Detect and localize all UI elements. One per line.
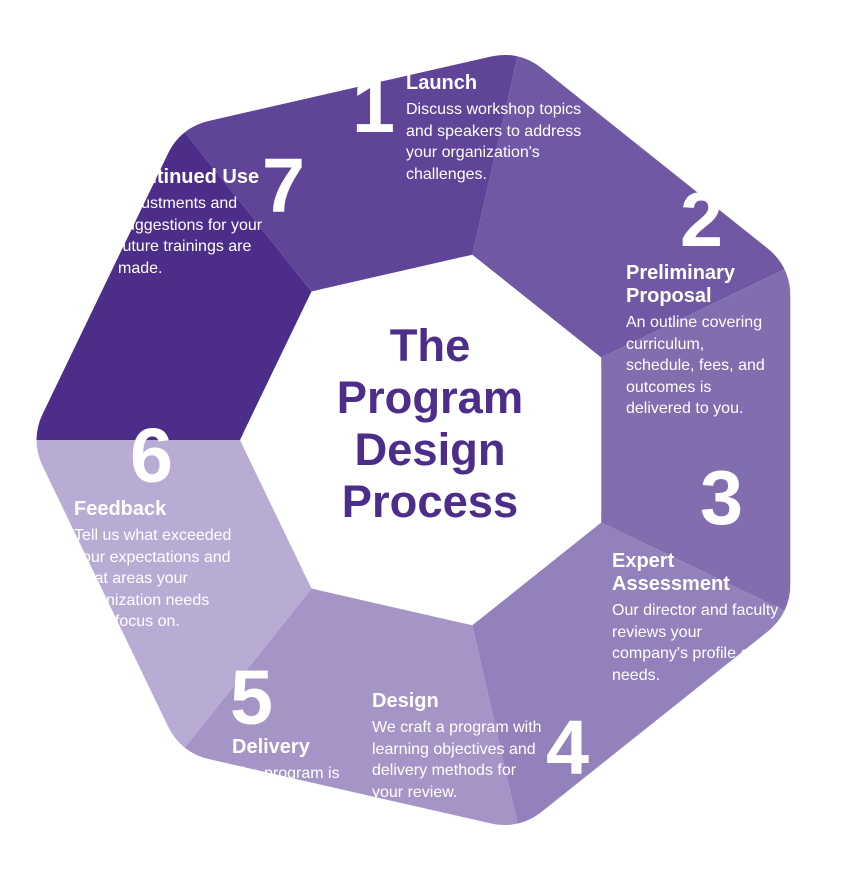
center-title: TheProgramDesignProcess: [270, 320, 590, 529]
infographic-heptagon: TheProgramDesignProcess 1LaunchDiscuss w…: [0, 0, 860, 879]
segment-4-number: 4: [546, 710, 606, 787]
segment-7-desc: Adjustments and suggestions for your fut…: [118, 193, 268, 279]
segment-3-title: Expert Assessment: [612, 550, 780, 596]
center-title-line: The: [270, 320, 590, 372]
segment-2-number: 2: [680, 182, 740, 259]
segment-1-number: 1: [335, 68, 395, 145]
segment-3-text: Expert AssessmentOur director and facult…: [612, 550, 780, 686]
segment-1-desc: Discuss workshop topics and speakers to …: [406, 99, 586, 185]
segment-7-title: Continued Use: [118, 166, 268, 189]
center-title-line: Program: [270, 372, 590, 424]
segment-2-text: Preliminary ProposalAn outline covering …: [626, 262, 776, 420]
segment-1-title: Launch: [406, 72, 586, 95]
segment-6-desc: Tell us what exceeded your expectations …: [74, 525, 244, 633]
segment-6-number: 6: [130, 418, 190, 495]
segment-7-number: 7: [262, 148, 322, 225]
segment-3-desc: Our director and faculty reviews your co…: [612, 600, 780, 686]
segment-2-desc: An outline covering curriculum, schedule…: [626, 312, 776, 420]
segment-2-title: Preliminary Proposal: [626, 262, 776, 308]
segment-4-desc: We craft a program with learning objecti…: [372, 717, 548, 803]
segment-4-title: Design: [372, 690, 548, 713]
segment-5-desc: The program is delivered to your organiz…: [232, 763, 392, 828]
segment-7-text: Continued Use Adjustments and suggestions…: [118, 166, 268, 279]
segment-4-text: Design We craft a program with learning o…: [372, 690, 548, 803]
segment-5-title: Delivery: [232, 736, 392, 759]
center-title-line: Process: [270, 476, 590, 528]
segment-6-text: Feedback Tell us what exceeded your expec…: [74, 498, 244, 633]
center-title-line: Design: [270, 424, 590, 476]
segment-5-text: Delivery The program is delivered to your…: [232, 736, 392, 828]
segment-5-number: 5: [230, 660, 290, 737]
segment-3-number: 3: [700, 460, 760, 537]
segment-6-title: Feedback: [74, 498, 244, 521]
segment-1-text: Launch Discuss workshop topics and speake…: [406, 72, 586, 185]
